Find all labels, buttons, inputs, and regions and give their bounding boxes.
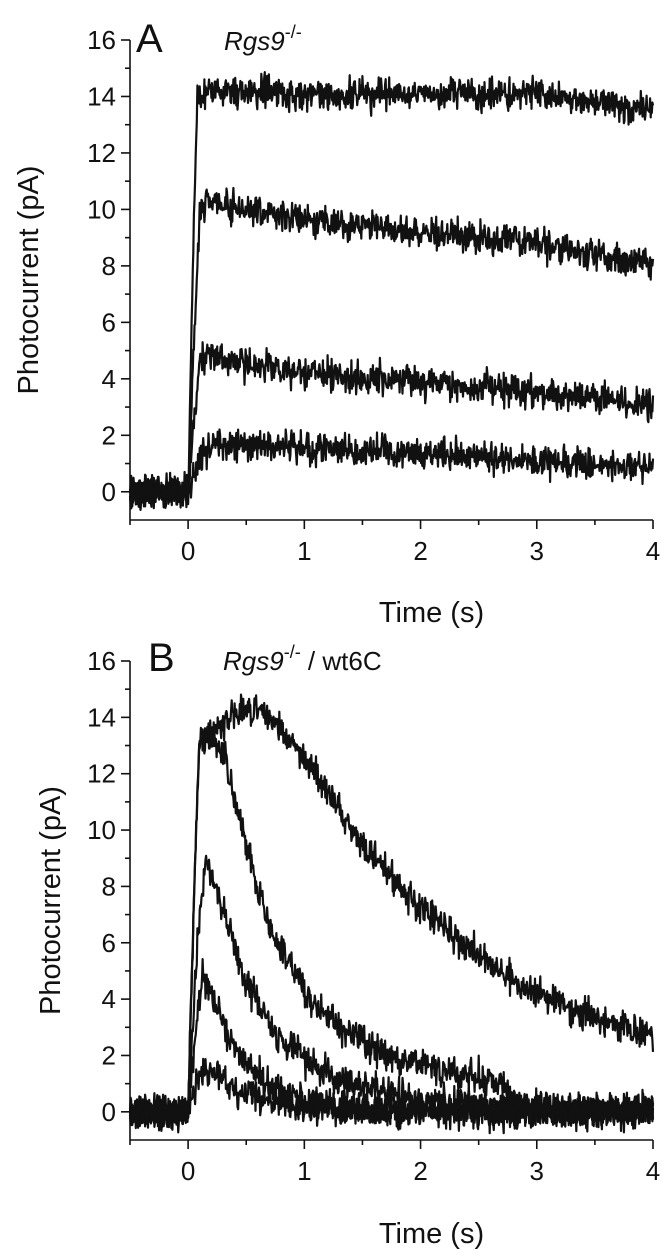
panel-a-xtick-label: 2 <box>413 536 427 566</box>
panel-a-ytick-label: 14 <box>87 81 116 111</box>
panel-a-xtick-label: 1 <box>297 536 311 566</box>
panel-b-series-5-line <box>129 693 655 1131</box>
panel-a-series-3-line <box>128 186 655 510</box>
panel-a-ytick-label: 6 <box>102 307 116 337</box>
panel-a-ytick-label: 16 <box>87 25 116 55</box>
panel-b-chart: B Rgs9-/- / wt6C Photocurrent (pA) Time … <box>35 636 660 1250</box>
panel-a-annotation-superscript: -/- <box>285 22 302 42</box>
panel-a-ytick-label: 8 <box>102 251 116 281</box>
panel-b-ytick-label: 6 <box>102 928 116 958</box>
panel-b-ytick-label: 4 <box>102 984 116 1014</box>
panel-a-ylabel: Photocurrent (pA) <box>13 166 45 395</box>
panel-b-series-4-line <box>128 726 655 1129</box>
panel-b-xtick-label: 3 <box>530 1156 544 1186</box>
panel-a-ytick-label: 10 <box>87 194 116 224</box>
panel-a-series-2-line <box>128 341 655 510</box>
panel-a-annotation: Rgs9-/- <box>224 22 302 56</box>
panel-b-xlabel: Time (s) <box>379 1218 484 1250</box>
panel-a-xtick-label: 4 <box>646 536 660 566</box>
panel-b-ytick-label: 16 <box>87 646 116 676</box>
panel-b-ytick-label: 2 <box>102 1040 116 1070</box>
panel-b-xtick-label: 2 <box>413 1156 427 1186</box>
panel-a-ytick-label: 0 <box>102 477 116 507</box>
panel-a-xtick-label: 0 <box>181 536 195 566</box>
panel-b-xtick-label: 4 <box>646 1156 660 1186</box>
panel-a-chart: A Rgs9-/- Photocurrent (pA) Time (s) 0 2 4… <box>13 17 660 629</box>
panel-a-ytick-label: 2 <box>102 420 116 450</box>
panel-b-ytick-label: 8 <box>102 871 116 901</box>
panel-b-annotation-genotype: Rgs9 <box>223 646 284 676</box>
panel-b-xtick-label: 0 <box>181 1156 195 1186</box>
panel-a-letter: A <box>136 17 163 61</box>
panel-a-ytick-label: 12 <box>87 138 116 168</box>
panel-a-series-4-line <box>128 71 655 511</box>
panel-b-annotation: Rgs9-/- / wt6C <box>223 642 382 676</box>
panel-b-ytick-label: 12 <box>87 759 116 789</box>
panel-b-xtick-label: 1 <box>297 1156 311 1186</box>
panel-b-annotation-superscript: -/- <box>284 642 301 662</box>
panel-b-letter: B <box>148 636 175 680</box>
panel-b-annotation-suffix: / wt6C <box>301 646 382 676</box>
panel-b-ytick-label: 14 <box>87 702 116 732</box>
panel-b-ytick-label: 10 <box>87 815 116 845</box>
panel-a-xlabel: Time (s) <box>379 597 484 629</box>
panel-a-ytick-label: 4 <box>102 364 116 394</box>
panel-a-xtick-label: 3 <box>530 536 544 566</box>
panel-b-ylabel: Photocurrent (pA) <box>35 786 67 1015</box>
panel-a-series-1-line <box>128 428 655 511</box>
panel-a-annotation-genotype: Rgs9 <box>224 26 285 56</box>
panel-b-ytick-label: 0 <box>102 1097 116 1127</box>
